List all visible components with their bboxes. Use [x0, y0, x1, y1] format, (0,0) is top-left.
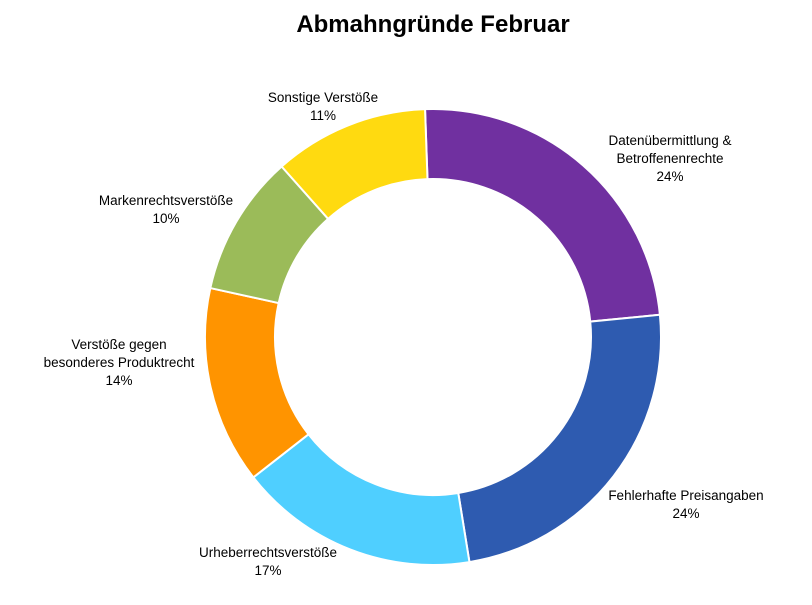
slice-percent-label: 11% [310, 108, 336, 123]
donut-slice [280, 108, 429, 221]
slice-category-label: Sonstige Verstöße [268, 90, 378, 105]
slice-category-label: Datenübermittlung & [608, 133, 731, 148]
donut-slice [457, 313, 662, 564]
slice-category-label: Verstöße gegen [71, 337, 166, 352]
donut-slice [424, 108, 662, 323]
slice-category-label: besonderes Produktrecht [44, 355, 195, 370]
slice-percent-label: 24% [656, 169, 683, 184]
slice-labels: Datenübermittlung & Betroffenenrechte 24% F… [44, 90, 764, 578]
donut-slices [204, 108, 662, 566]
slice-percent-label: 10% [152, 211, 179, 226]
chart-title: Abmahngründe Februar [296, 11, 569, 38]
slice-percent-label: 14% [105, 373, 132, 388]
slice-category-label: Urheberrechtsverstöße [199, 545, 337, 560]
slice-percent-label: 17% [254, 563, 281, 578]
slice-category-label: Betroffenenrechte [616, 151, 723, 166]
slice-category-label: Markenrechtsverstöße [99, 193, 233, 208]
slice-percent-label: 24% [672, 506, 699, 521]
slice-category-label: Fehlerhafte Preisangaben [608, 488, 763, 503]
